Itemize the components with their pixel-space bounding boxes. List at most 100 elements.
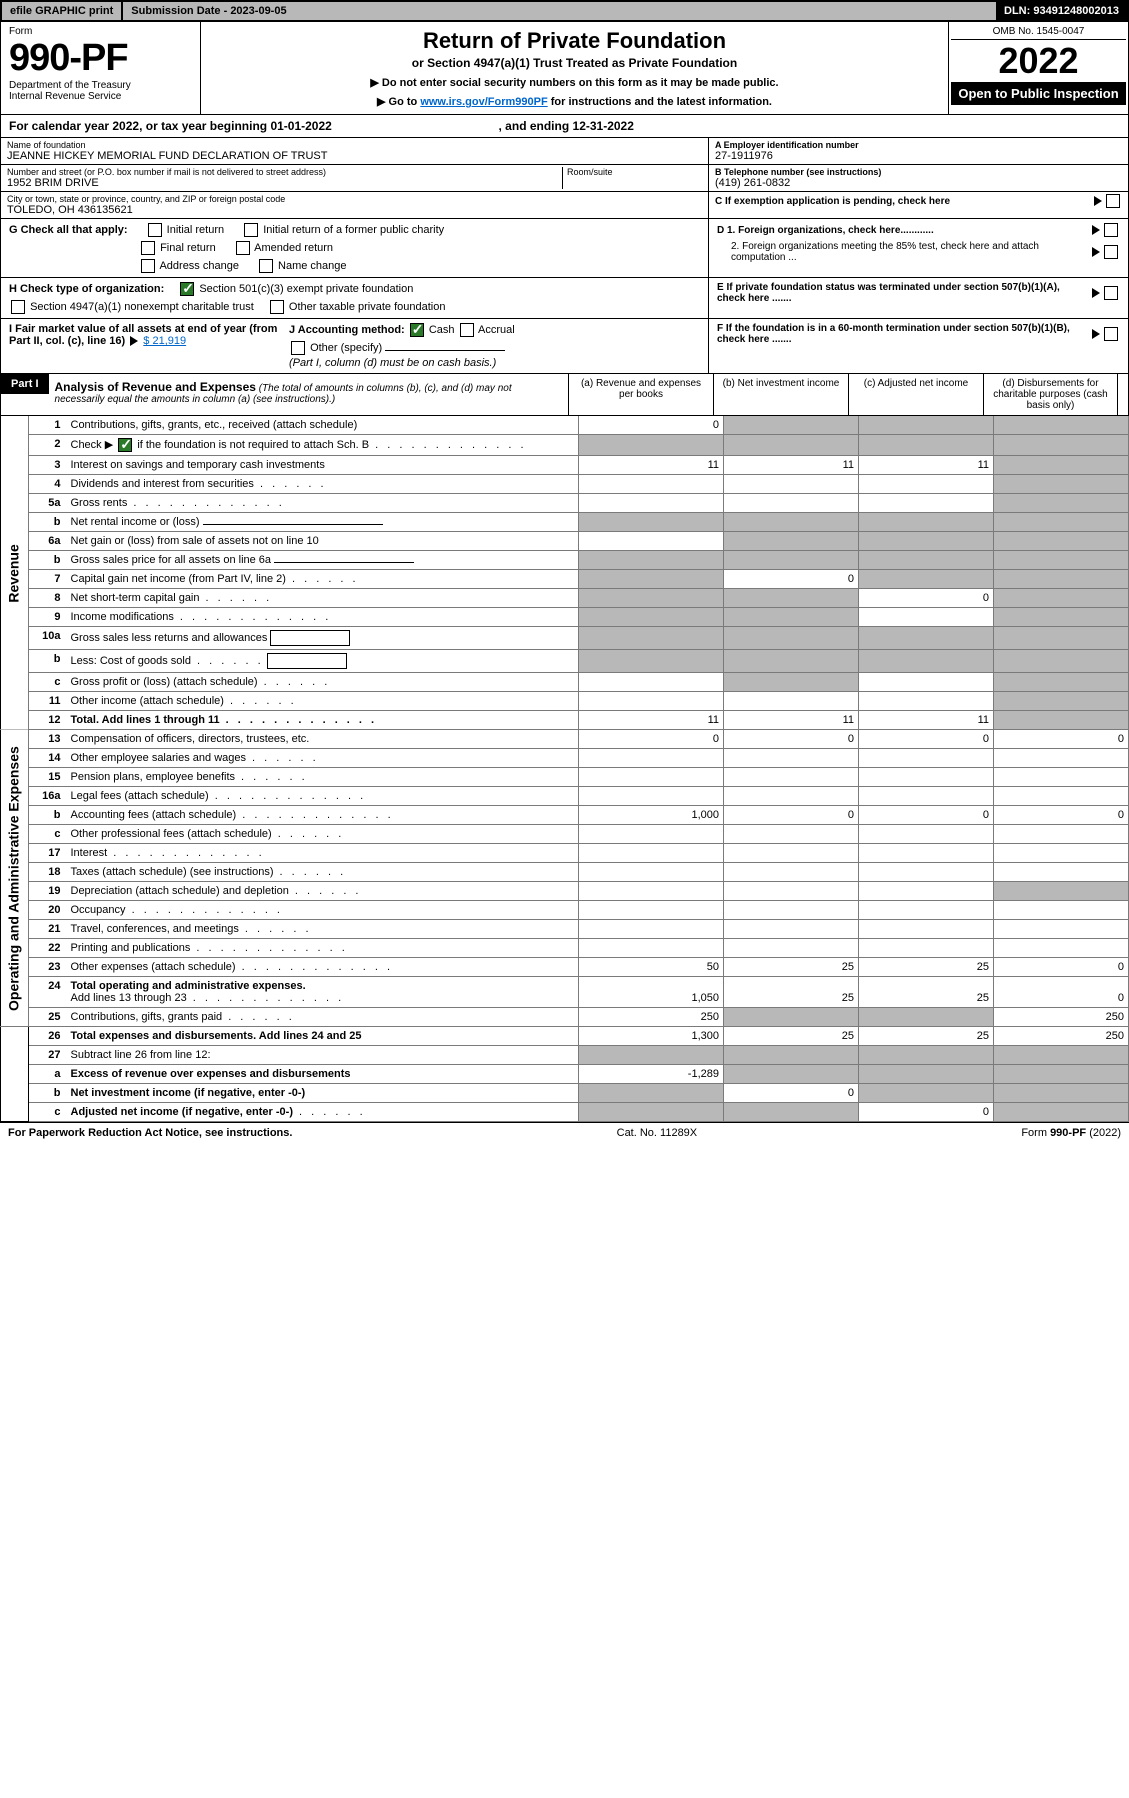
cell-grey [724,416,859,435]
line-desc: Gross rents [67,494,579,513]
checkbox-501c3[interactable] [180,282,194,296]
efile-print-button[interactable]: efile GRAPHIC print [2,2,123,20]
checkbox-d2[interactable] [1104,245,1118,259]
checkbox-amended[interactable] [236,241,250,255]
r10c: Gross profit or (loss) (attach schedule) [71,676,258,688]
line-desc: Other expenses (attach schedule) [67,958,579,977]
fmv-value[interactable]: $ 21,919 [143,335,186,347]
g-opt-2: Final return [160,242,216,254]
cell [579,844,724,863]
line-num: 17 [29,844,67,863]
cell-grey [724,650,859,673]
part1-label: Part I [1,374,49,394]
cell-grey [579,627,724,650]
checkbox-f[interactable] [1104,327,1118,341]
line-desc: Contributions, gifts, grants paid [67,1008,579,1027]
cell: 0 [859,589,994,608]
line-desc: Net rental income or (loss) [67,513,579,532]
cell-grey [724,627,859,650]
section-h-e: H Check type of organization: Section 50… [0,278,1129,319]
checkbox-initial-return[interactable] [148,223,162,237]
r9: Income modifications [71,611,174,623]
r21: Travel, conferences, and meetings [71,923,239,935]
col-c-header: (c) Adjusted net income [848,374,983,415]
cell-grey [724,608,859,627]
checkbox-e[interactable] [1104,286,1118,300]
cell: 0 [579,416,724,435]
cell-grey [994,711,1129,730]
cell [859,825,994,844]
col-d-header: (d) Disbursements for charitable purpose… [983,374,1118,415]
cell-grey [859,1065,994,1084]
r14: Other employee salaries and wages [71,752,246,764]
line-num: 27 [29,1046,67,1065]
checkbox-final-return[interactable] [141,241,155,255]
checkbox-address-change[interactable] [141,259,155,273]
cell-grey [994,1103,1129,1122]
checkbox-d1[interactable] [1104,223,1118,237]
cell: 0 [994,806,1129,825]
goto-note: ▶ Go to www.irs.gov/Form990PF for instru… [207,95,942,108]
checkbox-4947[interactable] [11,300,25,314]
cell-grey [859,1084,994,1103]
irs-link[interactable]: www.irs.gov/Form990PF [420,96,547,108]
section-c: C If exemption application is pending, c… [715,196,1092,207]
line-desc: Dividends and interest from securities [67,475,579,494]
cell-grey [724,589,859,608]
cell [859,673,994,692]
h-label: H Check type of organization: [9,283,164,295]
line-num: b [29,806,67,825]
g-opt-4: Address change [159,260,239,272]
cell: 250 [579,1008,724,1027]
cell-grey [579,513,724,532]
cell: 0 [994,730,1129,749]
cell: 0 [859,730,994,749]
line-num: a [29,1065,67,1084]
line-num: 8 [29,589,67,608]
line-num: b [29,551,67,570]
checkbox-other-taxable[interactable] [270,300,284,314]
line-desc: Total expenses and disbursements. Add li… [67,1027,579,1046]
checkbox-accrual[interactable] [460,323,474,337]
line-desc: Net investment income (if negative, ente… [67,1084,579,1103]
cell [859,608,994,627]
checkbox-other-method[interactable] [291,341,305,355]
ein-label: A Employer identification number [715,140,1122,150]
cell-grey [994,1065,1129,1084]
line-desc: Contributions, gifts, grants, etc., rece… [67,416,579,435]
checkbox-cash[interactable] [410,323,424,337]
cell: 0 [859,1103,994,1122]
checkbox-c[interactable] [1106,194,1120,208]
cell-grey [579,1046,724,1065]
cell: 0 [724,570,859,589]
cell [994,768,1129,787]
line-desc: Pension plans, employee benefits [67,768,579,787]
cell: -1,289 [579,1065,724,1084]
cell [579,475,724,494]
form-label: Form [9,26,192,37]
cell-grey [724,1046,859,1065]
cell [994,749,1129,768]
checkbox-sch-b[interactable] [118,438,132,452]
cell-grey [994,589,1129,608]
cell-grey [724,1103,859,1122]
page-footer: For Paperwork Reduction Act Notice, see … [0,1122,1129,1143]
cell [724,882,859,901]
cell [994,787,1129,806]
cell [859,882,994,901]
cell-grey [994,416,1129,435]
j-other: Other (specify) [310,342,382,354]
cell [579,920,724,939]
checkbox-name-change[interactable] [259,259,273,273]
cell [724,692,859,711]
cell [579,749,724,768]
form-ref: Form 990-PF (2022) [1021,1127,1121,1139]
form-number: 990-PF [9,37,192,80]
checkbox-initial-former[interactable] [244,223,258,237]
room-label: Room/suite [567,167,702,177]
cell-grey [724,532,859,551]
cell [579,901,724,920]
cell-grey [994,882,1129,901]
cell-grey [724,513,859,532]
r16c: Other professional fees (attach schedule… [71,828,272,840]
